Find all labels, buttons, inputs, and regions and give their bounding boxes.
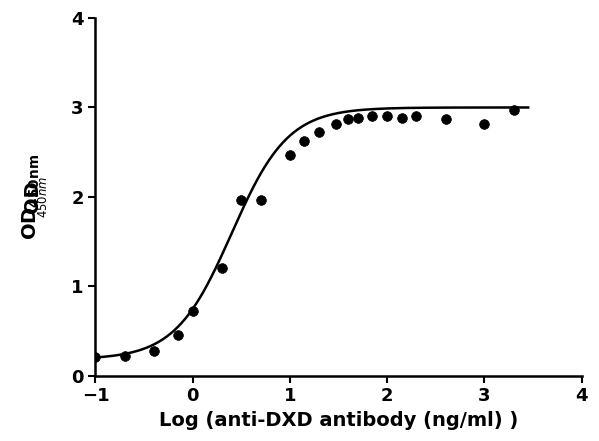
Y-axis label: $\mathbf{OD_{450nm}}$: $\mathbf{OD_{450nm}}$ [21, 154, 42, 240]
Text: $_{450nm}$: $_{450nm}$ [32, 176, 50, 218]
X-axis label: Log (anti-DXD antibody (ng/ml) ): Log (anti-DXD antibody (ng/ml) ) [159, 411, 518, 430]
Text: OD: OD [23, 180, 42, 213]
